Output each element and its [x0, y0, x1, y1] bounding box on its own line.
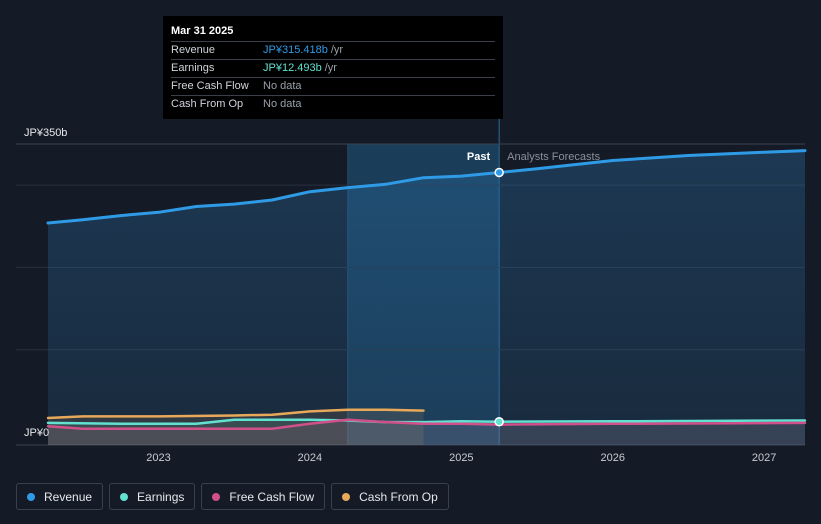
tooltip-unit: /yr [324, 62, 337, 74]
revenue-dot-icon [27, 492, 35, 501]
tooltip-unit: /yr [330, 44, 344, 56]
x-tick-label: 2027 [752, 452, 776, 464]
revenue-area [48, 150, 805, 445]
tooltip-value: JP¥315.418b [263, 44, 328, 56]
x-tick-label: 2025 [449, 452, 473, 464]
forecast-label: Analysts Forecasts [507, 151, 600, 163]
x-tick-label: 2024 [298, 452, 322, 464]
revenue-highlight-point [494, 167, 504, 178]
earnings-line [46, 418, 807, 426]
cash-from-op-line [46, 408, 425, 420]
earnings-area [48, 419, 805, 445]
legend-item-revenue[interactable]: Revenue [16, 483, 104, 510]
tooltip-panel: Mar 31 2025 Revenue JP¥315.418b /yr Earn… [163, 16, 503, 119]
tooltip-row-earnings: Earnings JP¥12.493b /yr [171, 59, 495, 77]
tooltip-value: No data [263, 98, 302, 110]
free-cash-flow-area [48, 419, 805, 445]
tooltip-label: Revenue [171, 44, 216, 56]
tooltip-label: Free Cash Flow [171, 80, 249, 92]
tooltip-value: JP¥12.493b [263, 62, 322, 74]
legend-label: Revenue [44, 489, 93, 504]
tooltip-row-cash-from-op: Cash From Op No data [171, 95, 495, 113]
revenue-line [46, 149, 807, 225]
earnings-highlight-point [494, 416, 504, 427]
tooltip-value: No data [263, 80, 302, 92]
legend-label: Free Cash Flow [229, 489, 315, 504]
legend-label: Cash From Op [359, 489, 438, 504]
tooltip-label: Cash From Op [171, 98, 244, 110]
tooltip-row-revenue: Revenue JP¥315.418b /yr [171, 41, 495, 59]
legend-item-free-cash-flow[interactable]: Free Cash Flow [201, 483, 326, 510]
cash-from-op-area [48, 409, 424, 445]
past-label: Past [467, 151, 491, 163]
legend-label: Earnings [137, 489, 185, 504]
x-tick-label: 2023 [146, 452, 170, 464]
free-cash-flow-dot-icon [212, 492, 221, 501]
earnings-dot-icon [120, 492, 129, 501]
tooltip-date: Mar 31 2025 [171, 25, 234, 37]
tooltip-row-free-cash-flow: Free Cash Flow No data [171, 77, 495, 95]
y-axis-zero-label: JP¥0 [24, 427, 49, 439]
chart-legend: Revenue Earnings Free Cash Flow Cash Fro… [16, 483, 449, 510]
legend-item-cash-from-op[interactable]: Cash From Op [331, 483, 449, 510]
x-tick-label: 2026 [600, 452, 624, 464]
cash-from-op-dot-icon [342, 492, 351, 501]
tooltip-label: Earnings [171, 62, 215, 74]
legend-item-earnings[interactable]: Earnings [109, 483, 196, 510]
y-axis-top-label: JP¥350b [24, 127, 67, 139]
